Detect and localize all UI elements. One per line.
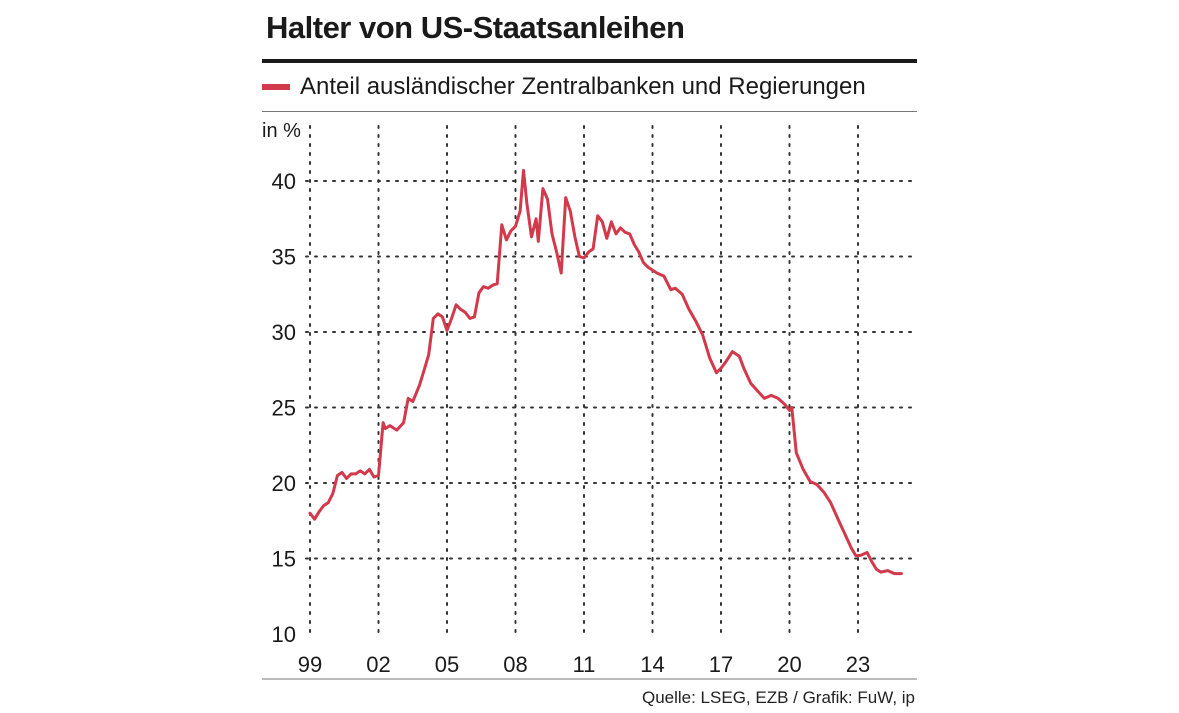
x-tick-label: 11 [573, 652, 596, 677]
x-tick-label: 20 [777, 652, 801, 677]
legend: Anteil ausländischer Zentralbanken und R… [262, 72, 866, 102]
y-tick-label: 10 [272, 622, 296, 647]
y-tick-label: 20 [272, 471, 296, 496]
grid [305, 125, 916, 635]
y-tick-label: 30 [272, 320, 296, 345]
source-note: Quelle: LSEG, EZB / Grafik: FuW, ip [641, 688, 915, 707]
y-tick-label: 25 [272, 396, 296, 421]
x-tick-label: 14 [640, 652, 664, 677]
series-lines [308, 168, 903, 576]
legend-swatch [262, 84, 290, 90]
title-rule [262, 59, 917, 63]
x-tick-label: 99 [298, 652, 322, 677]
y-tick-label: 35 [272, 245, 296, 270]
x-tick-label: 17 [709, 652, 733, 677]
y-tick-label: 40 [272, 169, 296, 194]
x-tick-label: 02 [366, 652, 390, 677]
legend-rule [262, 111, 917, 112]
series-line [308, 168, 903, 576]
x-tick-label: 08 [503, 652, 527, 677]
x-axis-labels: 99 02 05 08 11 14 17 20 23 [298, 652, 870, 677]
y-axis-unit: in % [262, 120, 301, 142]
x-tick-label: 05 [435, 652, 459, 677]
chart-title: Halter von US-Staatsanleihen [266, 10, 685, 45]
y-axis-labels: 10 15 20 25 30 35 40 [272, 169, 296, 647]
legend-label: Anteil ausländischer Zentralbanken und R… [300, 73, 866, 100]
x-tick-label: 23 [846, 652, 870, 677]
y-tick-label: 15 [272, 547, 296, 572]
